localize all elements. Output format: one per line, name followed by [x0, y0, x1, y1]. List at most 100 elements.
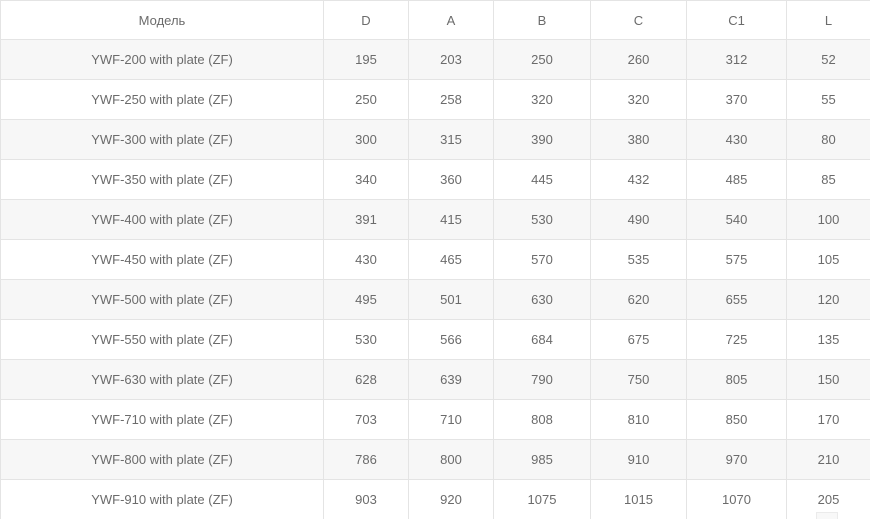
value-cell: 390: [493, 119, 591, 160]
value-cell: 1070: [686, 479, 787, 519]
value-cell: 315: [408, 119, 494, 160]
table-row: YWF-300 with plate (ZF) 300 315 390 380 …: [0, 119, 870, 160]
value-cell: 630: [493, 279, 591, 320]
value-cell: 52: [786, 39, 870, 80]
value-cell: 910: [590, 439, 687, 480]
table-row: YWF-400 with plate (ZF) 391 415 530 490 …: [0, 199, 870, 240]
model-cell: YWF-300 with plate (ZF): [0, 119, 324, 160]
value-cell: 540: [686, 199, 787, 240]
value-cell: 260: [590, 39, 687, 80]
value-cell: 485: [686, 159, 787, 200]
value-cell: 445: [493, 159, 591, 200]
value-cell: 750: [590, 359, 687, 400]
value-cell: 639: [408, 359, 494, 400]
value-cell: 985: [493, 439, 591, 480]
value-cell: 300: [323, 119, 409, 160]
value-cell: 655: [686, 279, 787, 320]
model-cell: YWF-350 with plate (ZF): [0, 159, 324, 200]
value-cell: 100: [786, 199, 870, 240]
value-cell: 530: [323, 319, 409, 360]
value-cell: 970: [686, 439, 787, 480]
table-row: YWF-450 with plate (ZF) 430 465 570 535 …: [0, 239, 870, 280]
column-header-model: Модель: [0, 0, 324, 40]
value-cell: 903: [323, 479, 409, 519]
value-cell: 432: [590, 159, 687, 200]
column-header-d: D: [323, 0, 409, 40]
value-cell: 465: [408, 239, 494, 280]
value-cell: 703: [323, 399, 409, 440]
column-header-a: A: [408, 0, 494, 40]
column-header-c: C: [590, 0, 687, 40]
table-row: YWF-500 with plate (ZF) 495 501 630 620 …: [0, 279, 870, 320]
value-cell: 786: [323, 439, 409, 480]
value-cell: 340: [323, 159, 409, 200]
model-cell: YWF-630 with plate (ZF): [0, 359, 324, 400]
value-cell: 370: [686, 79, 787, 120]
table-row: YWF-910 with plate (ZF) 903 920 1075 101…: [0, 479, 870, 519]
table-row: YWF-710 with plate (ZF) 703 710 808 810 …: [0, 399, 870, 440]
value-cell: 790: [493, 359, 591, 400]
value-cell: 320: [493, 79, 591, 120]
model-cell: YWF-800 with plate (ZF): [0, 439, 324, 480]
value-cell: 150: [786, 359, 870, 400]
value-cell: 1075: [493, 479, 591, 519]
value-cell: 490: [590, 199, 687, 240]
column-header-l: L: [786, 0, 870, 40]
model-cell: YWF-550 with plate (ZF): [0, 319, 324, 360]
value-cell: 575: [686, 239, 787, 280]
model-cell: YWF-250 with plate (ZF): [0, 79, 324, 120]
value-cell: 105: [786, 239, 870, 280]
value-cell: 566: [408, 319, 494, 360]
model-cell: YWF-910 with plate (ZF): [0, 479, 324, 519]
column-header-b: B: [493, 0, 591, 40]
model-cell: YWF-710 with plate (ZF): [0, 399, 324, 440]
value-cell: 810: [590, 399, 687, 440]
header-row: Модель D A B C C1 L: [0, 0, 870, 40]
value-cell: 203: [408, 39, 494, 80]
table-row: YWF-800 with plate (ZF) 786 800 985 910 …: [0, 439, 870, 480]
value-cell: 920: [408, 479, 494, 519]
value-cell: 120: [786, 279, 870, 320]
value-cell: 800: [408, 439, 494, 480]
value-cell: 805: [686, 359, 787, 400]
value-cell: 360: [408, 159, 494, 200]
value-cell: 430: [686, 119, 787, 160]
value-cell: 85: [786, 159, 870, 200]
table-row: YWF-550 with plate (ZF) 530 566 684 675 …: [0, 319, 870, 360]
model-cell: YWF-200 with plate (ZF): [0, 39, 324, 80]
value-cell: 501: [408, 279, 494, 320]
value-cell: 55: [786, 79, 870, 120]
value-cell: 250: [323, 79, 409, 120]
value-cell: 415: [408, 199, 494, 240]
cutoff-artifact: [816, 512, 838, 519]
value-cell: 725: [686, 319, 787, 360]
value-cell: 530: [493, 199, 591, 240]
value-cell: 312: [686, 39, 787, 80]
value-cell: 430: [323, 239, 409, 280]
value-cell: 808: [493, 399, 591, 440]
value-cell: 628: [323, 359, 409, 400]
table-row: YWF-200 with plate (ZF) 195 203 250 260 …: [0, 39, 870, 80]
value-cell: 135: [786, 319, 870, 360]
value-cell: 195: [323, 39, 409, 80]
value-cell: 170: [786, 399, 870, 440]
column-header-c1: C1: [686, 0, 787, 40]
value-cell: 80: [786, 119, 870, 160]
value-cell: 210: [786, 439, 870, 480]
value-cell: 850: [686, 399, 787, 440]
value-cell: 391: [323, 199, 409, 240]
model-cell: YWF-400 with plate (ZF): [0, 199, 324, 240]
value-cell: 258: [408, 79, 494, 120]
value-cell: 684: [493, 319, 591, 360]
value-cell: 320: [590, 79, 687, 120]
value-cell: 535: [590, 239, 687, 280]
value-cell: 1015: [590, 479, 687, 519]
value-cell: 380: [590, 119, 687, 160]
value-cell: 495: [323, 279, 409, 320]
model-cell: YWF-450 with plate (ZF): [0, 239, 324, 280]
value-cell: 570: [493, 239, 591, 280]
value-cell: 710: [408, 399, 494, 440]
value-cell: 620: [590, 279, 687, 320]
table-row: YWF-630 with plate (ZF) 628 639 790 750 …: [0, 359, 870, 400]
